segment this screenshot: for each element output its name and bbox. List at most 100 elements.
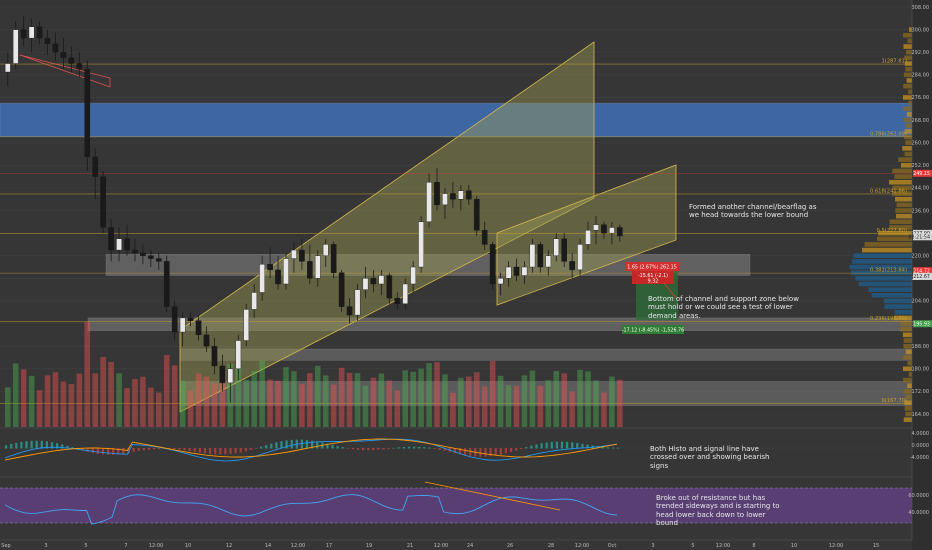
vprofile-bar-53 <box>900 326 912 332</box>
price-tick-3: 284.00 <box>912 73 930 79</box>
time-label-2: 5 <box>84 543 87 549</box>
candle-body-7 <box>60 52 67 59</box>
volume-bar-26 <box>211 383 218 427</box>
candle-body-75 <box>601 224 607 234</box>
rsi-tick-1: 40.0000 <box>908 510 929 516</box>
rsi-line <box>4 494 618 525</box>
price-label-2: 03:21:54 <box>908 235 930 241</box>
macd-tick-0: 4.0000 <box>912 431 930 437</box>
vprofile-bar-21 <box>902 146 912 151</box>
candle-body-4 <box>36 26 43 39</box>
macd-hist-41 <box>214 448 217 455</box>
vprofile-bar-7 <box>905 66 912 72</box>
macd-hist-51 <box>265 445 268 449</box>
macd-hist-76 <box>392 447 395 449</box>
candle-body-33 <box>267 264 273 271</box>
macd-hist-4 <box>25 441 28 449</box>
position-tool[interactable]: 1.65 (2.67%) 262.15 -15.61 (-2.1)9.32 -17.… <box>622 262 684 334</box>
macd-hist-46 <box>239 448 242 453</box>
volume-bar-53 <box>426 363 432 427</box>
macd-hist-40 <box>209 448 212 454</box>
volume-bar-35 <box>283 367 289 427</box>
macd-hist-70 <box>362 448 365 451</box>
candles <box>4 15 623 403</box>
candle-body-60 <box>481 230 488 245</box>
vprofile-bar-69 <box>903 417 912 422</box>
candle-body-12 <box>100 176 106 228</box>
volume-bar-0 <box>5 387 11 427</box>
time-label-22: 10 <box>791 543 797 549</box>
volume-bar-3 <box>28 375 35 427</box>
price-tick-15: 188.00 <box>912 344 930 350</box>
macd-hist-102 <box>525 447 528 449</box>
vprofile-bar-57 <box>905 349 912 355</box>
macd-hist-25 <box>132 448 135 452</box>
macd-hist-12 <box>66 445 69 449</box>
volume-bar-5 <box>44 375 51 427</box>
volume-bar-31 <box>251 371 257 427</box>
volume-bar-30 <box>243 379 250 427</box>
candle-body-0 <box>4 63 11 73</box>
candle-body-53 <box>426 182 432 223</box>
macd-hist-71 <box>367 448 370 451</box>
zone-blue-supply-0 <box>0 102 913 138</box>
vprofile-bar-67 <box>904 406 912 411</box>
candle-body-68 <box>545 255 552 268</box>
macd-hist-78 <box>402 447 405 449</box>
time-label-19: 5 <box>691 543 694 549</box>
macd-hist-63 <box>326 443 329 449</box>
volume-bar-2 <box>20 369 27 427</box>
macd-hist-16 <box>86 448 89 452</box>
macd-tick-1: 0.0000 <box>912 443 930 449</box>
vprofile-bar-6 <box>904 61 912 66</box>
macd-hist-1 <box>10 444 13 449</box>
macd-hist-61 <box>316 441 319 449</box>
time-label-6: 12 <box>226 543 232 549</box>
macd-hist-90 <box>464 448 467 456</box>
macd-hist-37 <box>193 448 196 452</box>
macd-hist-53 <box>275 442 278 449</box>
vprofile-bar-46 <box>868 287 912 292</box>
macd-hist-11 <box>61 444 64 449</box>
volume-bar-62 <box>497 375 504 427</box>
volume-bar-67 <box>537 385 544 427</box>
volume-bar-20 <box>163 354 170 427</box>
candle-body-69 <box>553 238 560 256</box>
vprofile-bar-16 <box>903 117 912 123</box>
candle-body-54 <box>434 182 440 206</box>
vprofile-bar-26 <box>894 174 912 179</box>
volume-bar-36 <box>291 371 297 427</box>
stop-label: 1.65 (2.67%) 262.15 <box>627 265 677 271</box>
candle-body-29 <box>235 340 242 369</box>
note-bearflag: Formed another channel/bearflag as we he… <box>689 203 817 220</box>
volume-bar-60 <box>481 386 488 427</box>
vprofile-bar-52 <box>900 321 912 326</box>
volume-bar-52 <box>418 368 424 427</box>
macd-hist-26 <box>137 448 140 452</box>
time-label-5: 10 <box>185 543 191 549</box>
volume-bar-54 <box>434 362 440 427</box>
macd-hist-113 <box>581 443 584 449</box>
macd-hist-98 <box>504 448 507 454</box>
volume-bar-39 <box>315 365 321 427</box>
macd-hist-111 <box>571 442 574 449</box>
vprofile-bar-9 <box>906 78 912 83</box>
candle-body-22 <box>179 317 186 333</box>
target-label: -17.12 (-8.45%) -1,526.76 <box>622 328 684 334</box>
candle-body-71 <box>569 261 575 271</box>
candle-body-47 <box>378 275 385 285</box>
volume-bar-66 <box>529 370 536 427</box>
macd-hist-43 <box>224 448 227 455</box>
volume-bar-21 <box>171 365 178 427</box>
macd-hist-59 <box>305 440 309 449</box>
candle-body-2 <box>20 29 27 39</box>
candle-body-57 <box>458 190 464 200</box>
macd-hist-108 <box>555 441 558 449</box>
vprofile-bar-61 <box>908 372 912 377</box>
candle-body-42 <box>338 272 345 307</box>
macd-hist-114 <box>586 444 589 449</box>
candle-body-8 <box>68 57 75 64</box>
vprofile-bar-20 <box>905 140 912 145</box>
volume-bar-10 <box>84 321 91 427</box>
